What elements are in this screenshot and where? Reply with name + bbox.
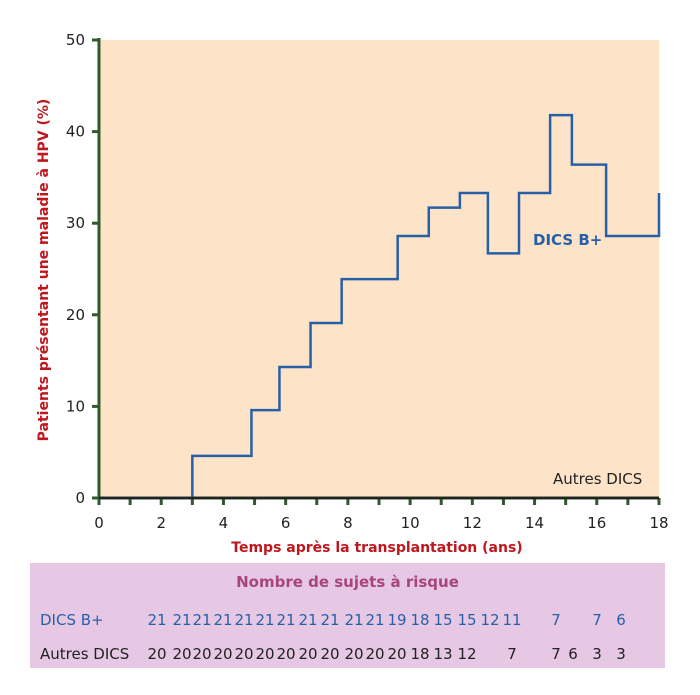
risk-cell: 20	[276, 645, 296, 663]
risk-cell: 20	[234, 645, 254, 663]
series-label-autres-dics: Autres DICS	[553, 470, 642, 488]
risk-cell: 6	[568, 645, 578, 663]
risk-cell: 20	[387, 645, 407, 663]
risk-cell: 21	[298, 611, 318, 629]
x-tick-label: 6	[281, 514, 291, 532]
x-tick-label: 10	[401, 514, 420, 532]
risk-cell: 18	[410, 611, 430, 629]
x-tick-label: 16	[587, 514, 606, 532]
risk-row-label-dics-b: DICS B+	[40, 611, 104, 629]
risk-cell: 21	[192, 611, 212, 629]
risk-cell: 21	[234, 611, 254, 629]
y-axis-title: Patients présentant une maladie à HPV (%…	[36, 99, 52, 442]
x-tick-label: 4	[219, 514, 229, 532]
risk-row-label-autres-dics: Autres DICS	[40, 645, 130, 663]
x-tick-label: 18	[649, 514, 668, 532]
risk-cell: 21	[172, 611, 192, 629]
risk-cell: 7	[507, 645, 517, 663]
risk-cell: 7	[551, 611, 561, 629]
plot-background	[99, 40, 659, 498]
risk-cell: 3	[592, 645, 602, 663]
risk-cell: 20	[172, 645, 192, 663]
risk-cell: 7	[551, 645, 561, 663]
risk-cell: 11	[502, 611, 522, 629]
risk-cell: 21	[344, 611, 364, 629]
risk-cell: 21	[276, 611, 296, 629]
risk-table-title: Nombre de sujets à risque	[236, 573, 459, 591]
risk-cell: 15	[457, 611, 477, 629]
risk-cell: 6	[616, 611, 626, 629]
risk-cell: 21	[255, 611, 275, 629]
risk-cell: 12	[457, 645, 477, 663]
risk-cell: 20	[298, 645, 318, 663]
risk-cell: 20	[192, 645, 212, 663]
risk-cell: 15	[433, 611, 453, 629]
risk-cell: 7	[592, 611, 602, 629]
risk-cell: 20	[320, 645, 340, 663]
y-tick-label: 0	[75, 489, 85, 507]
risk-cell: 12	[480, 611, 500, 629]
risk-table: Nombre de sujets à risque DICS B+ Autres…	[30, 563, 665, 668]
risk-cell: 20	[365, 645, 385, 663]
x-tick-label: 14	[525, 514, 544, 532]
y-tick-label: 20	[66, 306, 85, 324]
risk-cell: 13	[433, 645, 453, 663]
risk-cell: 21	[365, 611, 385, 629]
risk-cell: 20	[213, 645, 233, 663]
risk-cell: 18	[410, 645, 430, 663]
risk-cell: 19	[387, 611, 407, 629]
y-tick-label: 50	[66, 31, 85, 49]
x-tick-label: 0	[94, 514, 104, 532]
risk-cell: 3	[616, 645, 626, 663]
risk-cell: 21	[147, 611, 167, 629]
y-tick-label: 10	[66, 397, 85, 415]
x-tick-label: 8	[343, 514, 353, 532]
risk-cell: 20	[147, 645, 167, 663]
y-tick-label: 40	[66, 123, 85, 141]
x-axis-title: Temps après la transplantation (ans)	[231, 540, 522, 556]
chart: 0 10 20 30 40 50 0 2 4 6 8 10 12 14 16 18 Patients prés…	[36, 31, 669, 556]
series-line-dics-b	[99, 113, 661, 500]
risk-cell: 21	[320, 611, 340, 629]
x-tick-label: 2	[156, 514, 166, 532]
risk-cell: 21	[213, 611, 233, 629]
series-label-dics-b: DICS B+	[533, 231, 602, 249]
x-tick-label: 12	[463, 514, 482, 532]
risk-cell: 20	[255, 645, 275, 663]
risk-cell: 20	[344, 645, 364, 663]
y-tick-label: 30	[66, 214, 85, 232]
